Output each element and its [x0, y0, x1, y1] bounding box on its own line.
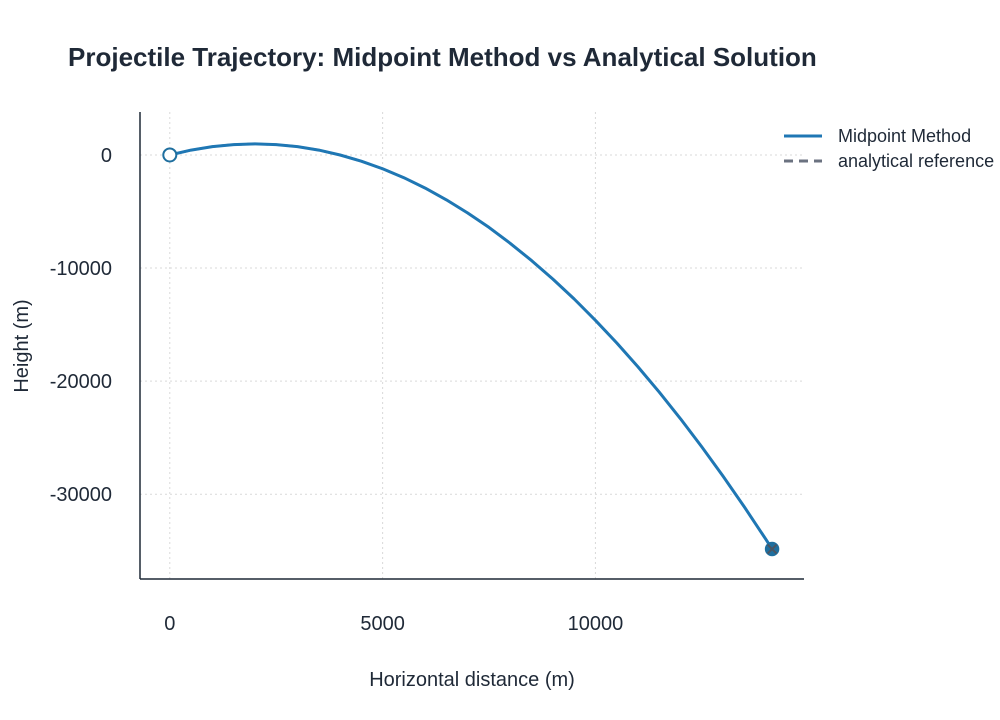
y-tick-label: -30000 [50, 484, 112, 506]
x-tick-label: 5000 [360, 613, 405, 635]
x-axis-label: Horizontal distance (m) [369, 669, 575, 691]
y-axis-label: Height (m) [11, 299, 33, 392]
tick-labels: 0 5000 10000 0 -10000 -20000 -30000 [50, 145, 624, 635]
grid [140, 112, 804, 579]
start-point-marker [163, 148, 176, 161]
legend-entry-label: analytical reference [838, 151, 994, 171]
series-lines [170, 144, 772, 549]
y-tick-label: -10000 [50, 258, 112, 280]
y-tick-label: 0 [101, 145, 112, 167]
midpoint-series-line [170, 144, 772, 549]
chart-title: Projectile Trajectory: Midpoint Method v… [68, 42, 817, 72]
legend-entry-label: Midpoint Method [838, 126, 971, 146]
legend: Midpoint Method analytical reference [784, 126, 994, 171]
x-tick-label: 10000 [568, 613, 624, 635]
analytical-series-line [170, 144, 772, 549]
y-tick-label: -20000 [50, 371, 112, 393]
x-tick-label: 0 [164, 613, 175, 635]
